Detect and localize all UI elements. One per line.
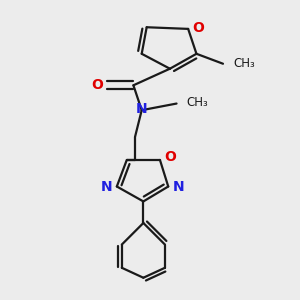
Text: O: O [192, 21, 204, 35]
Text: O: O [164, 150, 176, 164]
Text: CH₃: CH₃ [233, 57, 255, 70]
Text: N: N [136, 102, 148, 116]
Text: N: N [101, 180, 113, 194]
Text: O: O [92, 78, 104, 92]
Text: CH₃: CH₃ [187, 96, 208, 110]
Text: N: N [173, 180, 185, 194]
